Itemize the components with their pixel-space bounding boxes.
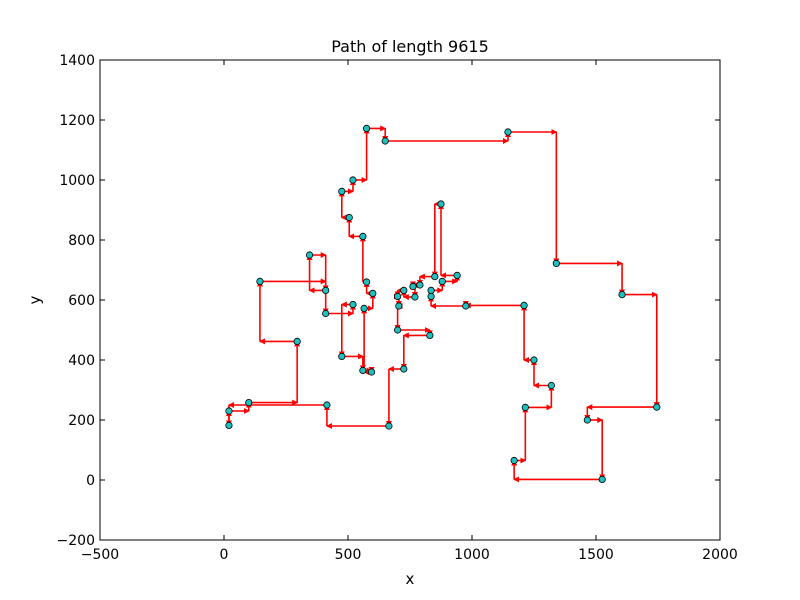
- city-point: [369, 289, 377, 297]
- city-point: [322, 286, 330, 294]
- city-point: [400, 286, 408, 294]
- city-point: [437, 200, 445, 208]
- y-tick-label: 1000: [59, 173, 95, 189]
- x-tick-label: 500: [335, 547, 362, 563]
- x-axis: −500 0 500 1000 1500 2000: [81, 60, 738, 563]
- city-point: [245, 398, 253, 407]
- city-point: [323, 401, 331, 409]
- city-point: [462, 302, 470, 310]
- city-point: [547, 381, 555, 390]
- city-point: [362, 124, 371, 132]
- city-point: [225, 421, 233, 429]
- city-point: [431, 272, 439, 281]
- y-tick-label: 800: [68, 233, 95, 249]
- city-point: [393, 292, 402, 300]
- city-point: [359, 366, 367, 375]
- y-axis: −200 0 200 400 600 800 1000 1200 1400: [57, 53, 720, 549]
- y-tick-label: 600: [68, 293, 95, 309]
- city-point: [362, 278, 371, 286]
- x-tick-label: 1000: [454, 547, 490, 563]
- city-point: [305, 251, 314, 259]
- city-point: [583, 416, 591, 424]
- city-point: [510, 456, 518, 465]
- city-point: [322, 309, 330, 318]
- city-point: [520, 301, 528, 309]
- city-point: [653, 403, 661, 411]
- y-tick-label: 200: [68, 413, 95, 429]
- city-point: [426, 331, 434, 339]
- y-tick-label: 400: [68, 353, 95, 369]
- y-axis-label: y: [26, 295, 44, 304]
- x-tick-label: 0: [220, 547, 229, 563]
- city-point: [360, 304, 368, 312]
- city-point: [345, 213, 353, 222]
- city-point: [256, 277, 264, 285]
- city-point: [293, 337, 301, 345]
- city-point: [427, 286, 435, 294]
- city-point: [530, 356, 538, 364]
- x-tick-label: 2000: [702, 547, 738, 563]
- city-point: [349, 300, 357, 309]
- chart-title: Path of length 9615: [331, 37, 489, 56]
- tour-path: [225, 125, 660, 483]
- city-point: [618, 290, 626, 299]
- city-point: [393, 326, 402, 334]
- x-tick-label: 1500: [578, 547, 614, 563]
- city-point: [521, 403, 529, 411]
- city-points: [225, 124, 661, 483]
- city-point: [504, 128, 512, 136]
- city-point: [427, 292, 435, 300]
- city-point: [453, 271, 461, 279]
- y-tick-label: −200: [57, 533, 95, 549]
- city-point: [349, 176, 357, 184]
- city-point: [438, 277, 446, 285]
- y-tick-label: 0: [86, 473, 95, 489]
- city-point: [416, 281, 424, 289]
- city-point: [359, 232, 367, 240]
- y-tick-label: 1400: [59, 53, 95, 69]
- city-point: [338, 187, 346, 195]
- x-tick-label: −500: [81, 547, 119, 563]
- city-point: [411, 293, 419, 301]
- city-point: [367, 368, 376, 376]
- city-point: [409, 282, 417, 291]
- city-point: [395, 302, 403, 310]
- city-point: [552, 259, 560, 267]
- y-tick-label: 1200: [59, 113, 95, 129]
- city-point: [598, 475, 606, 483]
- city-point: [400, 365, 408, 373]
- x-axis-label: x: [406, 570, 415, 588]
- city-point: [338, 352, 346, 360]
- city-point: [385, 422, 393, 430]
- city-point: [225, 407, 233, 415]
- city-point: [381, 137, 389, 145]
